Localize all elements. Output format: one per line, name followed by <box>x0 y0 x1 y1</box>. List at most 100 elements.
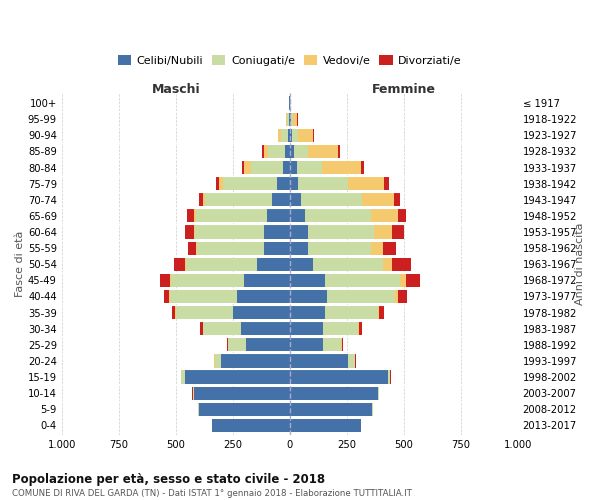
Bar <box>199 193 203 206</box>
Bar <box>292 128 298 142</box>
Bar <box>290 161 296 174</box>
Bar <box>263 145 268 158</box>
Bar <box>185 226 194 238</box>
Bar <box>400 274 406 287</box>
Bar <box>286 112 287 126</box>
Bar <box>323 338 341 351</box>
Bar <box>233 306 290 319</box>
Bar <box>325 306 377 319</box>
Bar <box>383 242 396 254</box>
Bar <box>170 290 238 303</box>
Bar <box>170 274 171 287</box>
Bar <box>313 258 383 271</box>
Bar <box>221 354 290 368</box>
Bar <box>193 386 194 400</box>
Bar <box>298 177 348 190</box>
Bar <box>362 193 394 206</box>
Bar <box>247 338 290 351</box>
Text: COMUNE DI RIVA DEL GARDA (TN) - Dati ISTAT 1° gennaio 2018 - Elaborazione TUTTIT: COMUNE DI RIVA DEL GARDA (TN) - Dati IST… <box>12 489 412 498</box>
Bar <box>181 370 185 384</box>
Bar <box>371 210 398 222</box>
Bar <box>308 242 371 254</box>
Bar <box>313 128 314 142</box>
Bar <box>348 354 355 368</box>
Y-axis label: Anni di nascita: Anni di nascita <box>575 223 585 306</box>
Bar <box>257 258 290 271</box>
Bar <box>185 258 186 271</box>
Bar <box>244 274 290 287</box>
Bar <box>342 338 343 351</box>
Bar <box>385 177 389 190</box>
Bar <box>388 370 390 384</box>
Bar <box>290 290 328 303</box>
Bar <box>290 226 308 238</box>
Bar <box>290 402 372 416</box>
Bar <box>228 338 247 351</box>
Bar <box>308 145 338 158</box>
Text: Maschi: Maschi <box>151 83 200 96</box>
Bar <box>263 242 290 254</box>
Bar <box>372 402 373 416</box>
Bar <box>341 338 342 351</box>
Bar <box>185 370 290 384</box>
Bar <box>287 128 290 142</box>
Bar <box>196 210 267 222</box>
Bar <box>290 386 377 400</box>
Bar <box>290 258 313 271</box>
Bar <box>290 370 388 384</box>
Bar <box>290 338 323 351</box>
Bar <box>398 210 406 222</box>
Legend: Celibi/Nubili, Coniugati/e, Vedovi/e, Divorziati/e: Celibi/Nubili, Coniugati/e, Vedovi/e, Di… <box>113 51 466 70</box>
Bar <box>241 322 290 336</box>
Bar <box>283 161 290 174</box>
Bar <box>290 210 305 222</box>
Bar <box>277 177 290 190</box>
Bar <box>348 177 385 190</box>
Bar <box>215 177 219 190</box>
Bar <box>176 306 233 319</box>
Bar <box>394 193 400 206</box>
Bar <box>200 322 203 336</box>
Bar <box>328 290 395 303</box>
Bar <box>371 242 383 254</box>
Bar <box>379 306 384 319</box>
Bar <box>290 112 291 126</box>
Bar <box>223 177 277 190</box>
Bar <box>377 386 379 400</box>
Bar <box>175 306 176 319</box>
Bar <box>227 338 228 351</box>
Bar <box>358 322 359 336</box>
Bar <box>290 128 292 142</box>
Bar <box>197 242 263 254</box>
Text: Popolazione per età, sesso e stato civile - 2018: Popolazione per età, sesso e stato civil… <box>12 472 325 486</box>
Bar <box>164 290 169 303</box>
Bar <box>322 161 361 174</box>
Bar <box>287 112 289 126</box>
Bar <box>293 112 298 126</box>
Bar <box>242 161 244 174</box>
Bar <box>238 290 290 303</box>
Bar <box>289 112 290 126</box>
Bar <box>172 306 175 319</box>
Bar <box>295 145 308 158</box>
Bar <box>194 210 196 222</box>
Bar <box>395 290 398 303</box>
Bar <box>194 386 290 400</box>
Bar <box>160 274 170 287</box>
Bar <box>199 402 290 416</box>
Bar <box>338 145 340 158</box>
Bar <box>169 290 170 303</box>
Bar <box>194 226 195 238</box>
Bar <box>198 402 199 416</box>
Bar <box>173 258 185 271</box>
Bar <box>325 274 400 287</box>
Bar <box>392 226 404 238</box>
Bar <box>305 210 371 222</box>
Bar <box>308 226 374 238</box>
Bar <box>267 210 290 222</box>
Bar <box>196 242 197 254</box>
Bar <box>291 96 292 110</box>
Bar <box>285 145 290 158</box>
Bar <box>291 112 293 126</box>
Bar <box>392 258 410 271</box>
